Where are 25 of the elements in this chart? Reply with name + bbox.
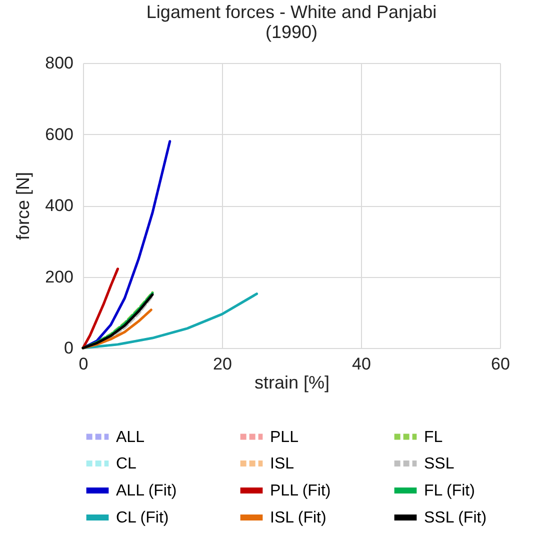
legend-label: PLL (Fit)	[270, 482, 331, 500]
line-series	[82, 268, 119, 350]
x-tick-label: 0	[78, 354, 88, 374]
y-tick-label: 400	[45, 196, 74, 215]
legend-label: ISL	[270, 456, 294, 472]
y-tick-label: 200	[45, 267, 74, 286]
x-axis-title: strain [%]	[254, 372, 330, 392]
y-tick-label: 0	[64, 338, 74, 358]
legend-label: SSL	[424, 456, 454, 472]
legend-label: ALL	[116, 428, 145, 446]
x-tick-label: 20	[213, 354, 232, 374]
legend-label: ALL (Fit)	[116, 482, 177, 500]
legend-label: ISL (Fit)	[270, 510, 326, 526]
legend-label: CL (Fit)	[116, 510, 169, 526]
x-tick-label: 60	[491, 354, 510, 374]
y-tick-label: 800	[45, 54, 74, 72]
x-tick-label: 40	[352, 354, 371, 374]
y-tick-label: 600	[45, 124, 74, 144]
legend-label: SSL (Fit)	[424, 510, 487, 526]
y-axis-title: force [N]	[13, 172, 34, 240]
chart-title: Ligament forces - White and Panjabi (1990)	[146, 2, 437, 42]
legend-label: PLL	[270, 428, 299, 446]
legend-label: CL	[116, 456, 137, 472]
legend-label: FL	[424, 428, 443, 446]
legend-label: FL (Fit)	[424, 482, 475, 500]
